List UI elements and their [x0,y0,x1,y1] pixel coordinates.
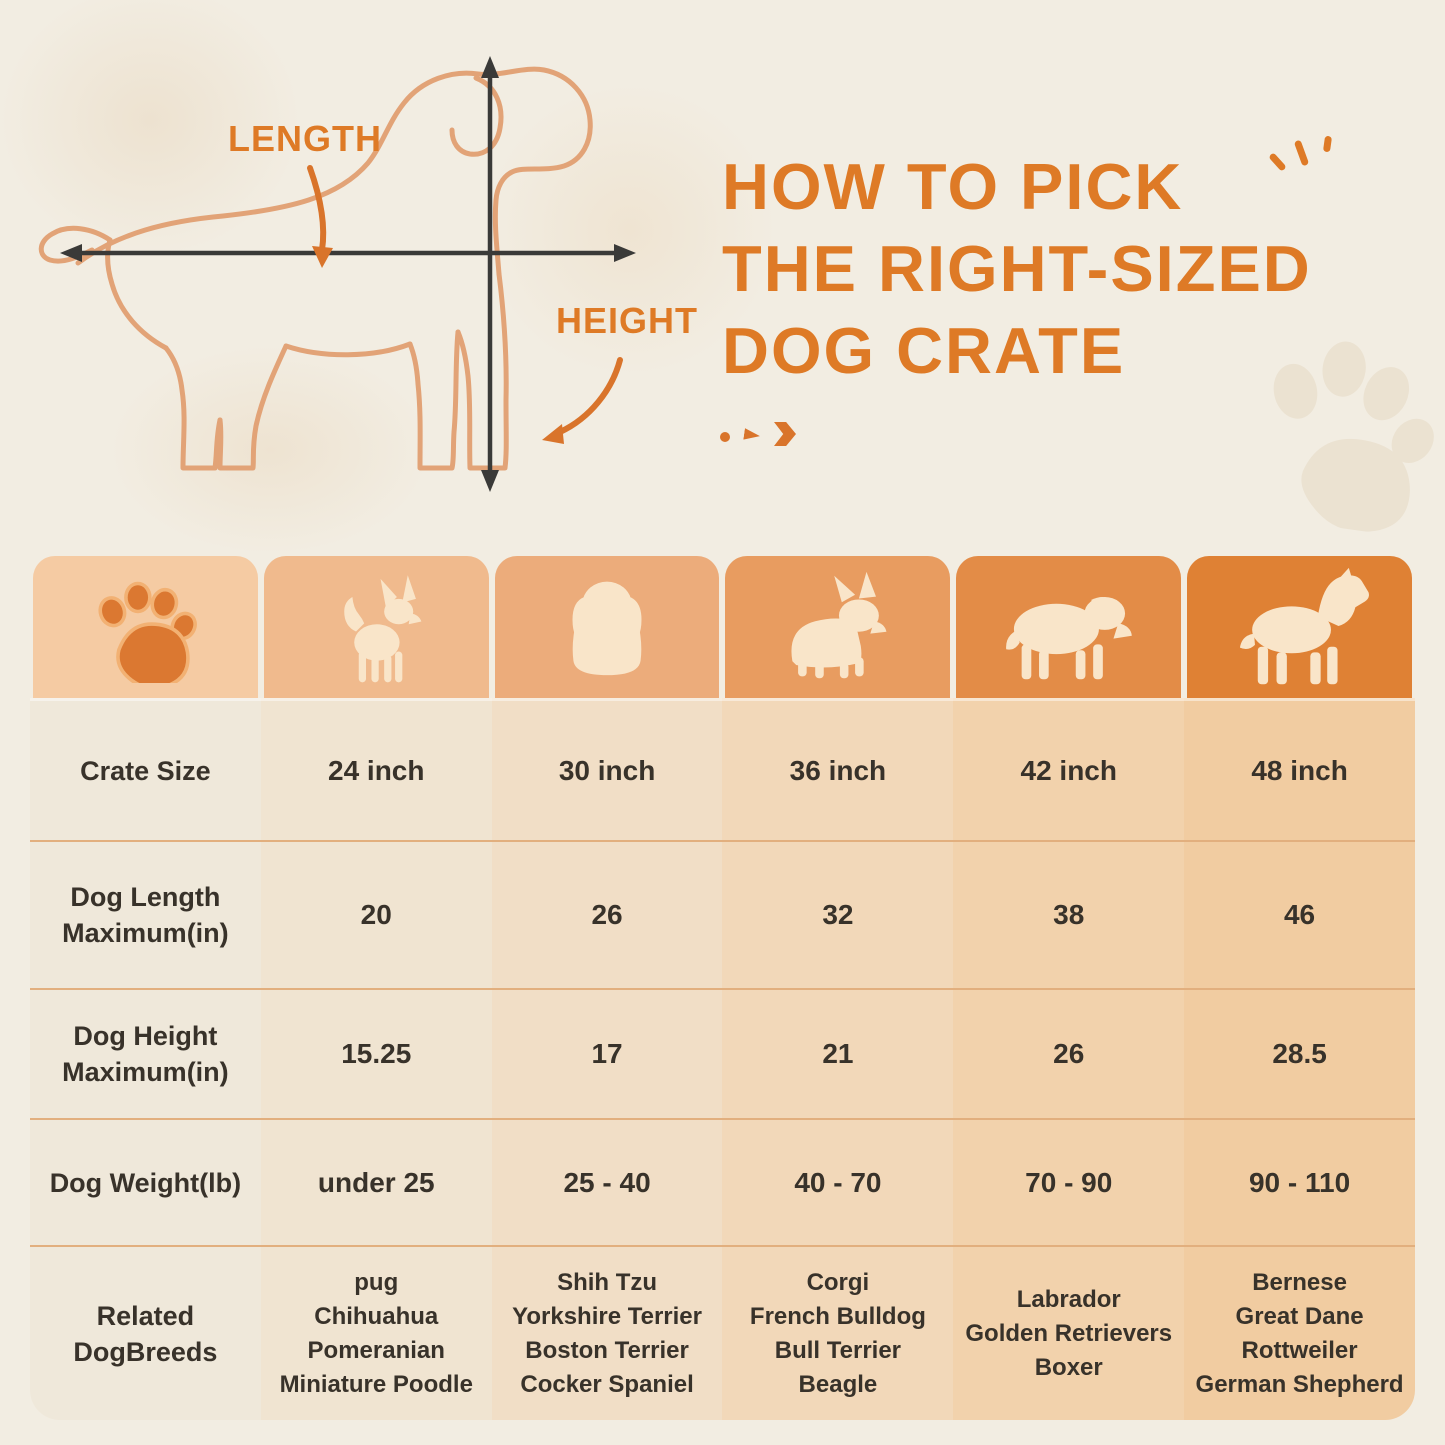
dog-height-cell: 17 [491,988,723,1118]
breeds-cell: Bernese Great Dane Rottweiler German She… [1184,1245,1415,1420]
dog-weight-cell: 25 - 40 [491,1118,723,1245]
crate-size-table: Crate Size Dog Length Maximum(in) Dog He… [30,556,1415,1420]
dog-weight-cell: 40 - 70 [722,1118,954,1245]
title-line-1: HOW TO PICK [722,150,1184,223]
table-column-30-inch: 30 inch 26 17 25 - 40 Shih Tzu Yorkshire… [491,556,723,1420]
dog-length-cell: 20 [260,840,492,988]
header-cell-48-inch [1187,556,1412,698]
breeds-cell: Shih Tzu Yorkshire Terrier Boston Terrie… [491,1245,723,1420]
table-column-labels: Crate Size Dog Length Maximum(in) Dog He… [30,556,261,1420]
header-cell-42-inch [956,556,1182,698]
breeds-cell: Labrador Golden Retrievers Boxer [953,1245,1185,1420]
header-cell-36-inch [725,556,951,698]
title-line-3: DOG CRATE [722,314,1126,387]
dog-height-cell: 21 [722,988,954,1118]
table-column-42-inch: 42 inch 38 26 70 - 90 Labrador Golden Re… [953,556,1185,1420]
dog-height-cell: 28.5 [1184,988,1415,1118]
dog-length-cell: 32 [722,840,954,988]
labrador-icon [1005,596,1132,680]
hero-section: LENGTH HEIGHT HOW TO PICK THE RIGHT-SIZE… [0,0,1445,556]
row-label-crate-size: Crate Size [30,698,261,840]
height-label: HEIGHT [556,300,699,341]
page-title: HOW TO PICK THE RIGHT-SIZED DOG CRATE [722,146,1445,392]
dog-length-cell: 46 [1184,840,1415,988]
crate-size-cell: 48 inch [1184,698,1415,840]
crate-size-cell: 30 inch [491,698,723,840]
length-label: LENGTH [228,118,382,159]
dog-length-cell: 26 [491,840,723,988]
paw-icon [98,581,198,683]
crate-size-cell: 24 inch [260,698,492,840]
table-column-36-inch: 36 inch 32 21 40 - 70 Corgi French Bulld… [722,556,954,1420]
breeds-cell: pug Chihuahua Pomeranian Miniature Poodl… [260,1245,492,1420]
dog-height-cell: 26 [953,988,1185,1118]
header-cell-labels [33,556,258,698]
row-label-dog-height: Dog Height Maximum(in) [30,988,261,1118]
dog-weight-cell: under 25 [260,1118,492,1245]
dog-measurement-diagram [38,56,636,492]
rottweiler-icon [1239,567,1369,685]
dog-weight-cell: 70 - 90 [953,1118,1185,1245]
title-line-2: THE RIGHT-SIZED [722,232,1312,305]
row-label-dog-weight: Dog Weight(lb) [30,1118,261,1245]
header-cell-24-inch [263,556,489,698]
length-arrow-icon [307,165,333,268]
paw-steps-icon [720,420,810,448]
header-cell-30-inch [494,556,720,698]
dog-height-cell: 15.25 [260,988,492,1118]
shih-tzu-icon [572,581,642,676]
height-arrow-icon [542,357,623,444]
paw-watermark-icon [1273,341,1434,532]
breeds-cell: Corgi French Bulldog Bull Terrier Beagle [722,1245,954,1420]
table-column-24-inch: 24 inch 20 15.25 under 25 pug Chihuahua … [260,556,492,1420]
corgi-icon [791,571,887,679]
height-axis [481,56,499,492]
dog-length-cell: 38 [953,840,1185,988]
table-column-48-inch: 48 inch 46 28.5 90 - 110 Bernese Great D… [1184,556,1415,1420]
crate-size-cell: 36 inch [722,698,954,840]
sparkle-marks-icon [1268,135,1342,182]
row-label-related-breeds: Related DogBreeds [30,1245,261,1420]
row-label-dog-length: Dog Length Maximum(in) [30,840,261,988]
length-axis [60,244,636,262]
chihuahua-icon [344,575,422,683]
crate-size-cell: 42 inch [953,698,1185,840]
dog-weight-cell: 90 - 110 [1184,1118,1415,1245]
